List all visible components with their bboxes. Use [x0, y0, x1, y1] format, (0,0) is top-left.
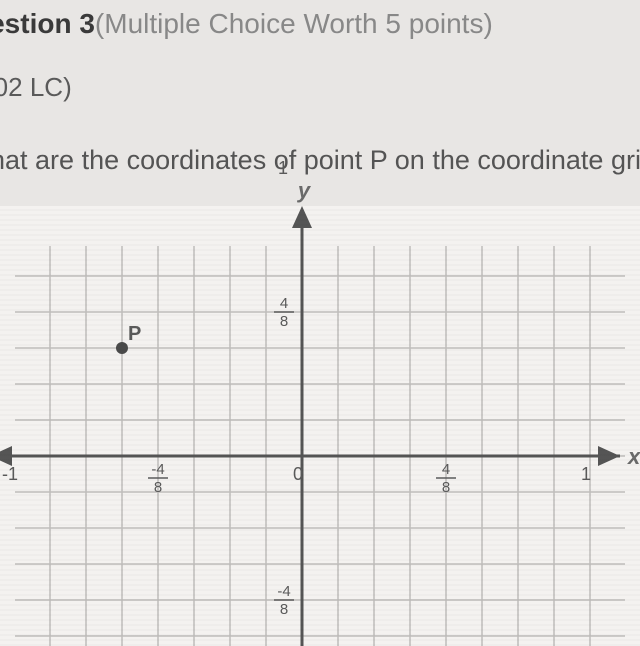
svg-text:y: y [297, 178, 312, 203]
svg-text:1: 1 [581, 464, 591, 484]
svg-text:8: 8 [154, 479, 162, 496]
question-header: uestion 3(Multiple Choice Worth 5 points… [0, 0, 640, 54]
svg-text:-4: -4 [277, 583, 290, 600]
question-block: uestion 3(Multiple Choice Worth 5 points… [0, 0, 640, 646]
svg-text:0: 0 [293, 464, 303, 484]
coordinate-grid-chart: yx-1-480481148-48P [0, 206, 640, 646]
svg-text:8: 8 [280, 313, 288, 330]
question-number: uestion 3 [0, 8, 95, 39]
svg-text:4: 4 [442, 461, 450, 478]
grid-svg: yx-1-480481148-48P [0, 206, 640, 646]
svg-text:-1: -1 [2, 464, 18, 484]
question-subtitle: (Multiple Choice Worth 5 points) [95, 8, 493, 39]
svg-text:1: 1 [278, 158, 288, 178]
question-code: 4.02 LC) [0, 54, 640, 125]
svg-text:x: x [627, 444, 640, 469]
svg-text:-4: -4 [151, 461, 164, 478]
svg-text:P: P [128, 323, 141, 345]
svg-text:8: 8 [280, 601, 288, 618]
question-prompt: Vhat are the coordinates of point P on t… [0, 125, 640, 206]
svg-text:8: 8 [442, 479, 450, 496]
svg-text:4: 4 [280, 295, 288, 312]
